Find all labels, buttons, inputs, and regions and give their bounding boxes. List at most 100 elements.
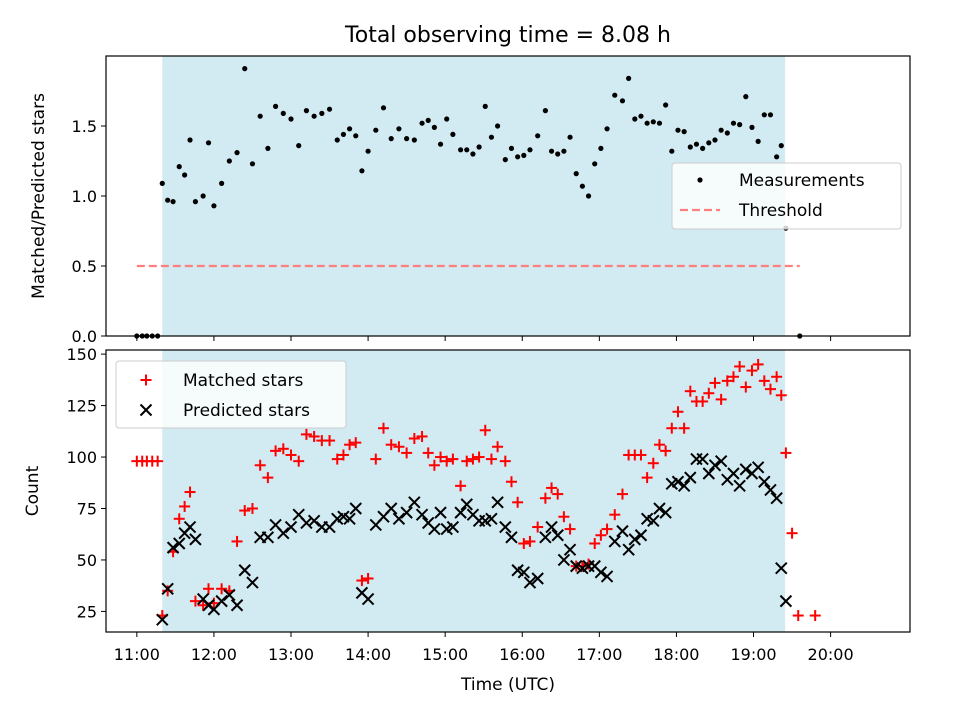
predicted-point-78	[677, 479, 691, 493]
measurement-point-43	[425, 117, 431, 123]
measurement-point-17	[234, 150, 240, 156]
matched-point-103	[809, 610, 821, 622]
legend-matched-plus	[140, 374, 152, 386]
matched-point-40	[401, 447, 413, 459]
ratio-legend: Measurements Threshold	[671, 162, 902, 230]
matched-point-90	[721, 375, 733, 387]
measurement-point-38	[388, 136, 394, 142]
matched-point-17	[231, 535, 243, 547]
predicted-point-56	[539, 531, 552, 544]
measurement-point-6	[165, 197, 171, 203]
count-y-tick-label-5: 150	[66, 345, 97, 364]
count-x-tick-label-9: 20:00	[808, 645, 854, 664]
predicted-point-51	[505, 531, 518, 544]
matched-point-83	[678, 422, 690, 434]
predicted-point-86	[727, 467, 740, 480]
matched-point-11	[189, 595, 201, 607]
matched-point-10	[184, 486, 196, 498]
predicted-point-3	[173, 537, 186, 550]
predicted-point-18-b	[277, 526, 290, 540]
predicted-point-29-b	[355, 586, 369, 600]
predicted-point-83	[708, 459, 722, 472]
predicted-point-88-b	[739, 463, 753, 476]
measurement-point-78	[650, 119, 656, 125]
count-x-tick-label-7: 18:00	[653, 645, 699, 664]
count-x-tick-label-6: 17:00	[576, 645, 622, 664]
matched-point-4	[152, 455, 164, 467]
measurement-point-19	[249, 161, 256, 167]
matched-point-73	[616, 488, 628, 500]
predicted-point-51-b	[505, 531, 518, 544]
measurement-point-75	[632, 116, 638, 122]
matched-point-70	[595, 529, 607, 541]
count-y-tick-label-2: 75	[77, 499, 97, 518]
matched-point-53	[485, 453, 497, 465]
measurement-point-23	[280, 110, 286, 116]
predicted-point-73	[647, 514, 660, 528]
matched-point-50	[467, 453, 479, 465]
measurement-point-15	[219, 180, 225, 186]
measurement-point-54	[494, 123, 501, 129]
matched-point-77	[641, 472, 653, 484]
predicted-point-50-b	[499, 520, 512, 534]
measurement-point-49	[464, 147, 470, 153]
measurement-point-40	[404, 136, 410, 142]
predicted-point-77	[671, 475, 685, 488]
matched-point-25	[293, 455, 305, 467]
predicted-point-50	[499, 520, 512, 534]
predicted-point-14	[246, 576, 259, 589]
predicted-point-10-b	[215, 594, 228, 608]
matched-point-9	[179, 500, 191, 512]
matched-point-19	[246, 502, 258, 514]
predicted-point-88	[739, 463, 753, 476]
measurement-point-11	[192, 199, 199, 205]
count-x-tick-label-3: 14:00	[345, 645, 391, 664]
predicted-point-81	[696, 452, 709, 466]
matched-point-33	[350, 437, 362, 449]
measurement-point-34	[359, 168, 365, 174]
predicted-point-14-b	[246, 576, 259, 589]
measurement-point-86	[700, 145, 706, 151]
measurement-point-67	[579, 183, 585, 189]
count-y-tick-label-4: 125	[66, 397, 97, 416]
matched-point-86	[697, 395, 709, 407]
matched-point-46	[441, 455, 453, 467]
predicted-point-90-b	[751, 461, 765, 474]
predicted-point-30	[361, 592, 375, 606]
measurement-point-62	[548, 148, 555, 154]
predicted-point-49	[491, 496, 504, 509]
matched-point-92	[734, 360, 746, 372]
measurement-point-83	[681, 129, 687, 135]
count-y-tick-label-1: 50	[77, 551, 97, 570]
predicted-point-27	[343, 512, 356, 525]
measurement-point-25	[296, 143, 302, 149]
matched-point-100	[780, 447, 792, 459]
matched-point-71	[601, 523, 613, 535]
measurement-point-31	[340, 131, 347, 137]
measurement-point-89	[718, 127, 724, 133]
measurement-point-13	[205, 140, 212, 146]
matched-point-54	[492, 441, 504, 453]
predicted-point-37	[415, 508, 429, 521]
matched-point-39	[393, 441, 405, 453]
measurement-point-55	[502, 157, 508, 163]
predicted-point-95	[779, 594, 793, 608]
predicted-point-5-b	[183, 520, 197, 534]
measurement-point-84	[687, 144, 693, 150]
predicted-point-92-b	[764, 483, 777, 497]
figure-title: Total observing time = 8.08 h	[344, 23, 671, 48]
predicted-point-92	[764, 483, 777, 497]
predicted-point-65	[594, 566, 608, 579]
predicted-point-3-b	[173, 537, 186, 550]
matched-point-30	[331, 453, 343, 465]
measurement-point-39	[396, 126, 402, 132]
measurement-point-77	[644, 120, 650, 126]
predicted-point-66	[600, 570, 614, 583]
measurement-point-59	[527, 147, 533, 153]
legend-measurements-label: Measurements	[739, 171, 865, 191]
measurement-point-64	[561, 148, 567, 154]
matched-point-52	[479, 424, 491, 436]
measurement-point-47	[450, 131, 456, 137]
predicted-point-34	[392, 512, 406, 525]
